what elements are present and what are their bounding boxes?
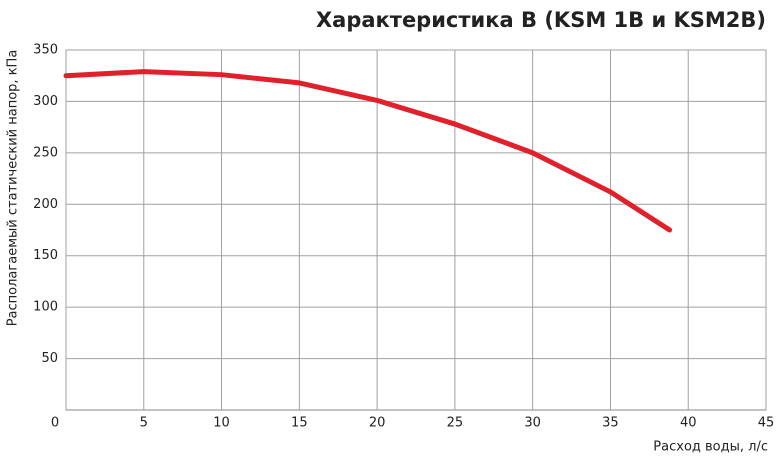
x-tick-label: 5: [140, 416, 148, 431]
y-tick-label: 150: [33, 248, 58, 263]
x-tick-label: 45: [758, 416, 775, 431]
x-tick-label: 30: [524, 416, 541, 431]
x-tick-label: 0: [51, 416, 59, 431]
chart-title: Характеристика B (KSM 1B и KSM2B): [316, 8, 766, 32]
x-tick-label: 40: [680, 416, 697, 431]
y-tick-label: 50: [41, 351, 58, 366]
y-tick-label: 300: [33, 94, 58, 109]
x-tick-label: 10: [213, 416, 230, 431]
y-axis-label: Располагаемый статический напор, кПа: [6, 50, 21, 327]
y-tick-label: 100: [33, 300, 58, 315]
y-tick-label: 350: [33, 43, 58, 58]
x-tick-label: 25: [447, 416, 464, 431]
x-tick-label: 35: [602, 416, 619, 431]
plot-frame: [65, 49, 767, 411]
y-tick-label: 200: [33, 197, 58, 212]
y-tick-label: 250: [33, 145, 58, 160]
data-line: [63, 69, 673, 233]
x-tick-label: 15: [291, 416, 308, 431]
x-axis-label: Расход воды, л/с: [653, 440, 768, 455]
x-tick-label: 20: [369, 416, 386, 431]
